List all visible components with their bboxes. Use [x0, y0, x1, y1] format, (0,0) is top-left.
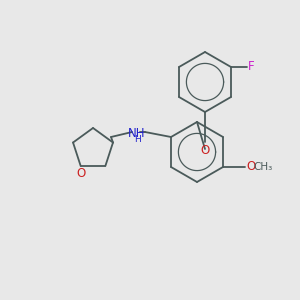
Text: NH: NH — [128, 127, 146, 140]
Text: O: O — [200, 144, 210, 157]
Text: H: H — [134, 135, 140, 144]
Text: O: O — [246, 160, 255, 173]
Text: CH₃: CH₃ — [253, 162, 272, 172]
Text: F: F — [248, 61, 255, 74]
Text: O: O — [76, 167, 85, 180]
